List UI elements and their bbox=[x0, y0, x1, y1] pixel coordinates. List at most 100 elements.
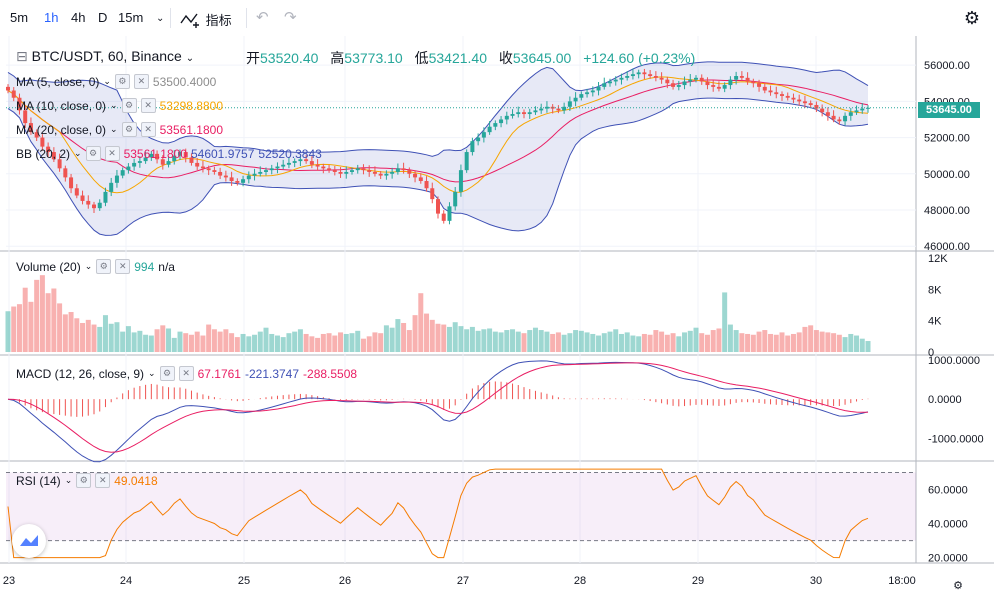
candle-body bbox=[304, 159, 309, 162]
candle-body bbox=[648, 74, 653, 77]
close-icon[interactable]: ✕ bbox=[104, 146, 120, 161]
volume-bar bbox=[469, 326, 475, 352]
macd-legend[interactable]: MACD (12, 26, close, 9) ⌄ ⚙ ✕ 67.1761 -2… bbox=[16, 366, 357, 381]
time-axis-label: 27 bbox=[457, 575, 469, 587]
chevron-down-icon[interactable]: ⌄ bbox=[110, 124, 118, 134]
chevron-down-icon[interactable]: ⌄ bbox=[110, 100, 118, 110]
volume-bar bbox=[521, 333, 527, 352]
interval-15m[interactable]: 15m bbox=[118, 10, 144, 25]
collapse-icon[interactable]: ⊟ bbox=[16, 48, 28, 64]
candle-body bbox=[751, 81, 756, 84]
interval-5m[interactable]: 5m bbox=[10, 10, 29, 25]
settings-gear-icon[interactable]: ⚙ bbox=[963, 8, 980, 28]
undo-icon[interactable]: ↶ bbox=[256, 9, 269, 26]
ma20-legend[interactable]: MA (20, close, 0) ⌄ ⚙ ✕ 53561.1800 bbox=[16, 122, 223, 137]
candle-body bbox=[57, 159, 62, 169]
settings-icon[interactable]: ⚙ bbox=[85, 146, 101, 161]
candle-body bbox=[160, 159, 165, 165]
rsi-name: RSI (14) bbox=[16, 473, 61, 488]
volume-axis-tick: 8K bbox=[928, 284, 942, 296]
interval-1h[interactable]: 1h bbox=[44, 10, 59, 25]
settings-icon[interactable]: ⚙ bbox=[121, 98, 137, 113]
candle-body bbox=[315, 164, 320, 167]
symbol-dropdown-chevron-icon[interactable]: ⌄ bbox=[185, 53, 195, 64]
candle-body bbox=[206, 168, 211, 171]
ma10-name: MA (10, close, 0) bbox=[16, 98, 107, 113]
candle-body bbox=[602, 83, 607, 87]
candle-body bbox=[189, 157, 194, 163]
redo-icon[interactable]: ↷ bbox=[284, 9, 297, 26]
logo-icon bbox=[20, 535, 38, 546]
volume-bar bbox=[636, 336, 642, 352]
rsi-legend[interactable]: RSI (14) ⌄ ⚙ ✕ 49.0418 bbox=[16, 473, 158, 488]
bb-legend[interactable]: BB (20, 2) ⌄ ⚙ ✕ 53561.1800 54601.9757 5… bbox=[16, 146, 322, 161]
volume-bar bbox=[148, 335, 154, 352]
volume-bar bbox=[573, 330, 579, 352]
volume-bar bbox=[825, 332, 831, 352]
settings-icon[interactable]: ⚙ bbox=[114, 74, 130, 89]
close-icon[interactable]: ✕ bbox=[140, 122, 156, 137]
chevron-down-icon[interactable]: ⌄ bbox=[103, 76, 111, 86]
volume-bar bbox=[796, 332, 802, 352]
volume-bar bbox=[45, 293, 51, 352]
interval-d[interactable]: D bbox=[98, 10, 108, 25]
volume-bar bbox=[343, 333, 349, 352]
volume-bar bbox=[435, 323, 441, 352]
candle-body bbox=[298, 159, 303, 162]
volume-bar bbox=[401, 322, 407, 352]
time-axis-label: 26 bbox=[339, 575, 351, 587]
volume-bar bbox=[538, 330, 544, 352]
volume-bar bbox=[704, 334, 710, 352]
settings-icon[interactable]: ⚙ bbox=[159, 366, 175, 381]
candle-body bbox=[355, 168, 360, 171]
ma20-name: MA (20, close, 0) bbox=[16, 122, 107, 137]
volume-bar bbox=[865, 341, 871, 352]
chevron-down-icon[interactable]: ⌄ bbox=[148, 368, 156, 378]
close-icon[interactable]: ✕ bbox=[115, 259, 131, 274]
volume-bar bbox=[836, 334, 842, 352]
volume-bar bbox=[257, 331, 263, 352]
ma5-legend[interactable]: MA (5, close, 0) ⌄ ⚙ ✕ 53500.4000 bbox=[16, 74, 216, 89]
volume-legend[interactable]: Volume (20) ⌄ ⚙ ✕ 994 n/a bbox=[16, 259, 175, 274]
volume-bar bbox=[194, 331, 200, 352]
candle-body bbox=[619, 77, 624, 80]
tradingview-logo[interactable] bbox=[12, 524, 46, 558]
volume-bar bbox=[303, 333, 309, 352]
chart-canvas[interactable]: 232425262728293018:0056000.0054000.00520… bbox=[0, 36, 994, 599]
candle-body bbox=[556, 108, 561, 111]
candle-body bbox=[327, 168, 332, 171]
volume-bar bbox=[246, 336, 252, 352]
interval-4h[interactable]: 4h bbox=[71, 10, 86, 25]
volume-bar bbox=[618, 333, 624, 352]
indicators-button[interactable]: 指标 bbox=[180, 10, 232, 29]
close-icon[interactable]: ✕ bbox=[178, 366, 194, 381]
settings-icon[interactable]: ⚙ bbox=[121, 122, 137, 137]
close-icon[interactable]: ✕ bbox=[140, 98, 156, 113]
close-icon[interactable]: ✕ bbox=[95, 473, 111, 488]
candle-body bbox=[80, 195, 85, 201]
chevron-down-icon[interactable]: ⌄ bbox=[74, 148, 82, 158]
candle-body bbox=[172, 155, 177, 162]
volume-bar bbox=[808, 325, 814, 352]
ma5-name: MA (5, close, 0) bbox=[16, 74, 100, 89]
chevron-down-icon[interactable]: ⌄ bbox=[64, 475, 73, 485]
candle-body bbox=[275, 166, 280, 169]
last-price-tag: 53645.00 bbox=[918, 102, 980, 118]
change-value: +124.60 (+0.23%) bbox=[583, 50, 696, 66]
candle-body bbox=[630, 74, 635, 77]
settings-icon[interactable]: ⚙ bbox=[96, 259, 112, 274]
close-icon[interactable]: ✕ bbox=[133, 74, 149, 89]
volume-bar bbox=[280, 337, 286, 352]
volume-bar bbox=[498, 332, 504, 352]
candle-body bbox=[642, 72, 647, 75]
volume-bar bbox=[601, 333, 607, 352]
settings-icon[interactable]: ⚙ bbox=[76, 473, 92, 488]
candle-body bbox=[413, 173, 418, 178]
volume-bar bbox=[527, 330, 533, 352]
interval-dropdown-chevron-icon[interactable]: ⌄ bbox=[156, 13, 165, 24]
chevron-down-icon[interactable]: ⌄ bbox=[84, 261, 93, 271]
time-axis-label: 25 bbox=[238, 575, 250, 587]
volume-bar bbox=[607, 331, 613, 352]
volume-bar bbox=[842, 337, 848, 352]
ma10-legend[interactable]: MA (10, close, 0) ⌄ ⚙ ✕ 53298.8800 bbox=[16, 98, 223, 113]
